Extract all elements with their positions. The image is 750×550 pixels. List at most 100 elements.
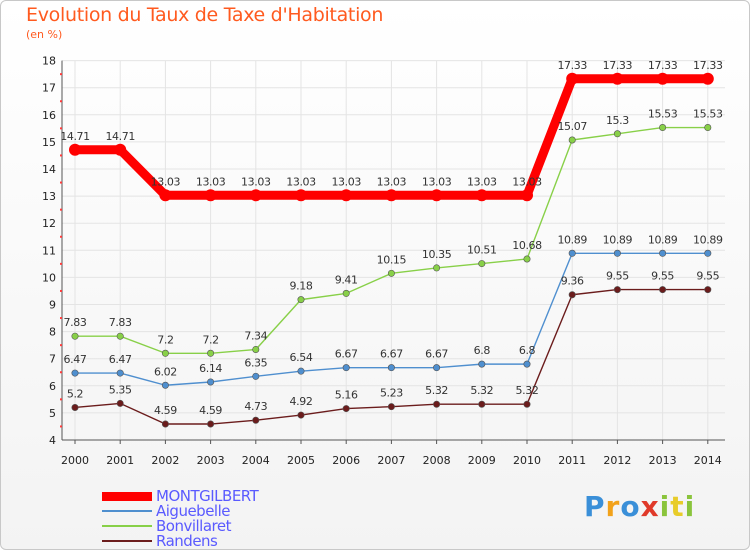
data-label: 9.55 — [651, 270, 674, 283]
data-label: 9.41 — [335, 273, 358, 286]
chart-data-labels: 14.71 14.71 13.03 13.03 13.03 13.03 13.03 13.03… — [60, 59, 723, 417]
logo-letter: o — [620, 490, 641, 523]
data-point — [433, 364, 441, 372]
x-tick-label: 2009 — [468, 454, 496, 467]
y-tick-label: 4 — [49, 434, 56, 447]
data-label: 15.53 — [693, 108, 723, 121]
data-point — [430, 189, 443, 202]
y-minor-tick — [60, 425, 62, 428]
data-label: 10.35 — [422, 248, 452, 261]
data-label: 5.2 — [67, 387, 83, 400]
y-minor-tick — [60, 317, 62, 320]
y-minor-tick — [60, 181, 62, 184]
data-point — [207, 349, 215, 357]
data-point — [521, 189, 533, 202]
data-label: 13.03 — [196, 175, 226, 188]
data-point — [613, 130, 621, 138]
x-tick-label: 2000 — [61, 454, 89, 467]
data-label: 4.59 — [199, 404, 222, 417]
data-label: 4.92 — [290, 395, 313, 408]
data-point — [159, 189, 172, 202]
data-label: 5.23 — [380, 387, 403, 400]
y-minor-tick — [60, 371, 62, 374]
data-point — [704, 249, 712, 257]
legend-swatch — [102, 525, 152, 527]
y-tick-label: 18 — [42, 55, 56, 68]
logo-letter: i — [684, 490, 696, 523]
x-tick-label: 2013 — [649, 454, 677, 467]
data-point — [475, 189, 488, 202]
data-point — [387, 403, 395, 411]
legend-label: Bonvillaret — [156, 517, 232, 535]
y-minor-tick — [60, 235, 62, 238]
data-label: 6.47 — [109, 353, 132, 366]
data-label: 10.89 — [648, 233, 678, 246]
data-point — [161, 349, 169, 357]
data-point — [387, 364, 395, 372]
data-label: 6.54 — [290, 351, 313, 364]
data-point — [252, 372, 260, 380]
data-label: 13.03 — [467, 175, 497, 188]
data-point — [613, 249, 621, 257]
data-label: 7.83 — [109, 316, 132, 329]
y-tick-label: 17 — [42, 82, 56, 95]
data-label: 5.32 — [470, 384, 493, 397]
data-label: 10.51 — [467, 244, 497, 257]
data-label: 10.89 — [603, 233, 633, 246]
data-point — [69, 143, 81, 156]
data-point — [252, 345, 260, 353]
data-point — [656, 72, 669, 85]
x-tick-label: 2011 — [558, 454, 586, 467]
data-label: 6.02 — [154, 365, 177, 378]
data-point — [116, 399, 124, 407]
data-label: 13.03 — [422, 175, 452, 188]
y-tick-label: 12 — [42, 217, 56, 230]
data-point — [71, 369, 79, 377]
data-label: 7.83 — [64, 316, 87, 329]
legend-swatch — [102, 540, 152, 542]
data-point — [523, 360, 531, 368]
data-point — [207, 378, 215, 386]
logo-letter: r — [605, 490, 621, 523]
y-minor-tick — [60, 100, 62, 103]
data-point — [385, 189, 398, 202]
x-tick-label: 2007 — [377, 454, 405, 467]
data-label: 15.53 — [648, 108, 678, 121]
data-label: 13.03 — [331, 175, 361, 188]
data-label: 7.34 — [244, 329, 267, 342]
data-point — [204, 189, 217, 202]
y-tick-label: 16 — [42, 109, 56, 122]
data-point — [704, 124, 712, 132]
logo-letter: i — [659, 490, 671, 523]
data-label: 17.33 — [693, 59, 723, 72]
data-label: 9.18 — [290, 280, 313, 293]
data-point — [701, 72, 714, 85]
data-point — [297, 296, 305, 304]
data-point — [523, 255, 531, 263]
data-label: 13.03 — [512, 175, 542, 188]
data-label: 5.35 — [109, 383, 132, 396]
x-tick-label: 2003 — [197, 454, 225, 467]
data-label: 4.59 — [154, 404, 177, 417]
y-minor-tick — [60, 73, 62, 76]
chart-series — [69, 72, 714, 428]
legend-swatch — [102, 492, 152, 501]
data-label: 9.36 — [561, 275, 584, 288]
data-label: 10.15 — [377, 253, 407, 266]
data-label: 13.03 — [377, 175, 407, 188]
chart-axes: 4 5 6 7 8 9 10 11 12 13 14 15 16 17 18 2000 2001 2002 2003… — [42, 55, 725, 467]
data-label: 6.47 — [64, 353, 87, 366]
x-tick-label: 2002 — [151, 454, 179, 467]
logo-letter: P — [584, 490, 606, 523]
y-tick-label: 11 — [42, 244, 56, 257]
chart-title: Evolution du Taux de Taxe d'Habitation — [26, 4, 384, 26]
data-point — [342, 405, 350, 413]
data-label: 6.35 — [244, 356, 267, 369]
data-label: 7.2 — [202, 333, 218, 346]
x-tick-label: 2012 — [603, 454, 631, 467]
legend-swatch — [102, 510, 152, 512]
data-point — [433, 264, 441, 272]
data-point — [116, 369, 124, 377]
data-point — [342, 289, 350, 297]
y-minor-tick — [60, 344, 62, 347]
